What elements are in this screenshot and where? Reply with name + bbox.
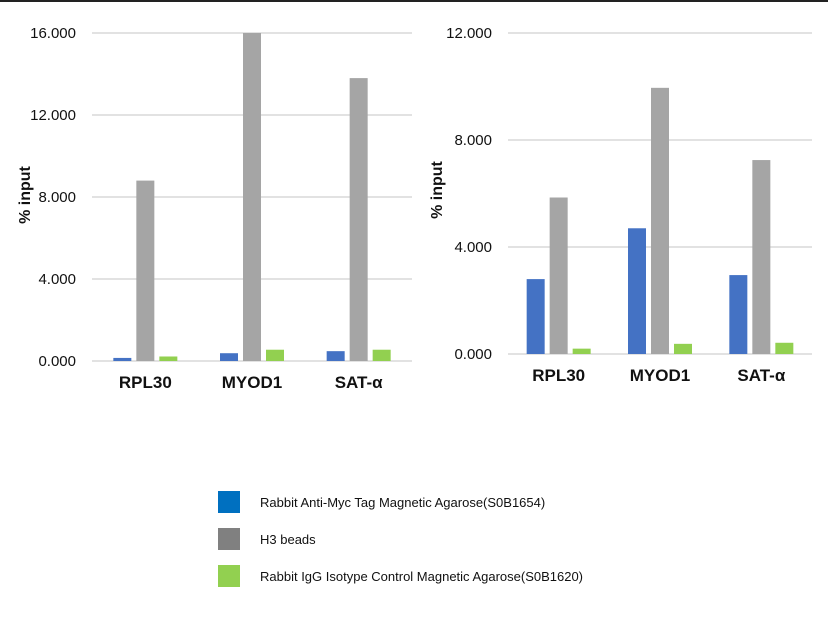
y-tick-label: 4.000 — [454, 239, 492, 256]
y-tick-label: 12.000 — [30, 107, 76, 124]
bar-anti-myc — [113, 357, 132, 361]
bar-anti-myc — [220, 353, 238, 361]
bar-igg — [674, 343, 692, 354]
x-category-label: MYOD1 — [222, 373, 282, 392]
legend-label: Rabbit Anti-Myc Tag Magnetic Agarose(S0B… — [260, 494, 546, 510]
bar-anti-myc — [526, 279, 545, 354]
y-tick-label: 0.000 — [38, 353, 76, 370]
legend-label: Rabbit IgG Isotype Control Magnetic Agar… — [260, 568, 584, 584]
bar-igg — [159, 356, 178, 361]
top-border — [0, 0, 828, 2]
bar-anti-myc — [326, 351, 345, 361]
legend: Rabbit Anti-Myc Tag Magnetic Agarose(S0B… — [218, 490, 583, 601]
bar-anti-myc — [729, 275, 748, 354]
bar-anti-myc — [628, 228, 646, 354]
bar-h3-beads — [349, 78, 368, 361]
legend-item-igg: Rabbit IgG Isotype Control Magnetic Agar… — [218, 564, 583, 588]
legend-item-anti-myc: Rabbit Anti-Myc Tag Magnetic Agarose(S0B… — [218, 490, 583, 514]
x-category-label: SAT-α — [335, 373, 383, 392]
legend-swatch-anti-myc — [218, 491, 240, 513]
bar-igg — [266, 349, 284, 361]
bar-h3-beads — [752, 160, 771, 354]
y-tick-label: 16.000 — [30, 25, 76, 42]
y-tick-label: 8.000 — [454, 132, 492, 149]
y-axis-label: % input — [429, 160, 446, 218]
legend-swatch-h3-beads — [218, 528, 240, 550]
legend-item-h3-beads: H3 beads — [218, 527, 583, 551]
bar-h3-beads — [136, 180, 155, 361]
x-category-label: MYOD1 — [630, 366, 690, 385]
y-tick-label: 4.000 — [38, 271, 76, 288]
bar-h3-beads — [651, 87, 669, 355]
bar-igg — [572, 348, 591, 354]
bar-h3-beads — [549, 197, 568, 354]
legend-swatch-igg — [218, 565, 240, 587]
x-category-label: SAT-α — [737, 366, 785, 385]
y-tick-label: 0.000 — [454, 346, 492, 363]
y-tick-label: 12.000 — [446, 25, 492, 42]
bar-igg — [775, 342, 794, 354]
bar-charts: 0.000 4.000 8.000 12.000 16.000 % input RPL30 M… — [17, 25, 812, 392]
x-category-label: RPL30 — [119, 373, 172, 392]
bar-igg — [372, 349, 391, 361]
y-axis-label: % input — [17, 165, 34, 223]
x-category-label: RPL30 — [532, 366, 585, 385]
y-tick-label: 8.000 — [38, 189, 76, 206]
legend-label: H3 beads — [260, 531, 316, 547]
bar-h3-beads — [243, 33, 261, 361]
